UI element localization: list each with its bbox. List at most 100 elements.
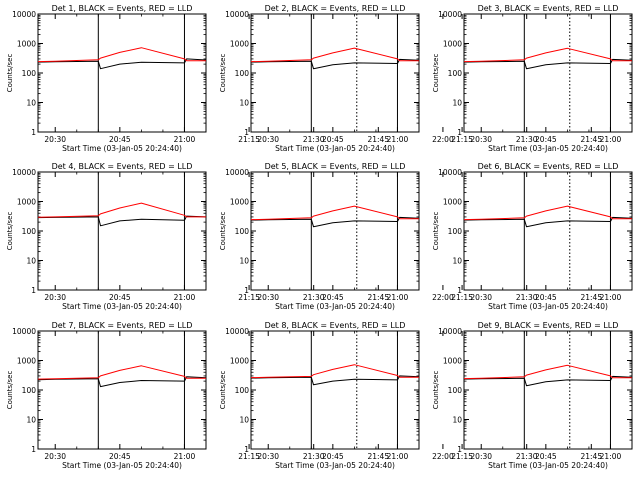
x-tick-label: 21:00 xyxy=(600,293,622,302)
events-line xyxy=(464,375,632,387)
y-tick-label: 10000 xyxy=(438,10,462,19)
x-axis-label: Start Time (03-Jan-05 20:24:40) xyxy=(275,144,395,153)
y-tick-label: 1 xyxy=(31,286,36,295)
y-tick-label: 100 xyxy=(235,69,250,78)
x-tick-label: 21:15 xyxy=(238,135,260,144)
y-tick-label: 1 xyxy=(31,128,36,137)
y-axis-label: Counts/sec xyxy=(432,371,440,410)
panel-title: Det 9, BLACK = Events, RED = LLD xyxy=(478,321,619,330)
x-tick-label: 21:15 xyxy=(451,293,473,302)
events-line xyxy=(38,376,206,388)
y-axis-label: Counts/sec xyxy=(432,212,440,251)
x-tick-label: 21:30 xyxy=(516,293,538,302)
x-tick-label: 21:45 xyxy=(367,135,389,144)
y-tick-label: 1000 xyxy=(443,357,462,366)
y-tick-label: 100 xyxy=(235,227,250,236)
y-axis-label: Counts/sec xyxy=(219,54,227,93)
x-tick-label: 20:30 xyxy=(44,135,66,144)
y-tick-label: 100 xyxy=(448,69,463,78)
x-axis-label: Start Time (03-Jan-05 20:24:40) xyxy=(275,302,395,311)
detector-panel-4: Det 4, BLACK = Events, RED = LLD 1 10 100 10… xyxy=(6,162,454,311)
y-tick-label: 100 xyxy=(22,69,37,78)
y-axis-label: Counts/sec xyxy=(6,371,14,410)
events-line xyxy=(251,375,419,386)
x-axis-label: Start Time (03-Jan-05 20:24:40) xyxy=(275,461,395,470)
y-tick-label: 1000 xyxy=(443,198,462,207)
lld-line xyxy=(251,205,419,221)
plot-frame xyxy=(37,171,207,291)
x-tick-label: 20:30 xyxy=(257,293,279,302)
y-tick-label: 10000 xyxy=(12,10,36,19)
detector-panel-2: Det 2, BLACK = Events, RED = LLD 1 10 100 10… xyxy=(219,4,602,153)
plot-frame xyxy=(250,13,420,133)
y-tick-label: 1 xyxy=(244,286,249,295)
x-tick-label: 20:30 xyxy=(470,135,492,144)
y-tick-label: 10000 xyxy=(12,327,36,336)
y-tick-label: 10 xyxy=(26,99,36,108)
x-tick-label: 21:00 xyxy=(174,452,196,461)
y-axis-label: Counts/sec xyxy=(432,54,440,93)
x-axis-label: Start Time (03-Jan-05 20:24:40) xyxy=(488,144,608,153)
panel-title: Det 1, BLACK = Events, RED = LLD xyxy=(52,4,193,13)
y-axis-label: Counts/sec xyxy=(219,371,227,410)
x-tick-label: 21:00 xyxy=(600,452,622,461)
x-tick-label: 20:30 xyxy=(470,452,492,461)
y-tick-label: 10000 xyxy=(225,10,249,19)
x-tick-label: 21:30 xyxy=(516,135,538,144)
x-tick-label: 21:15 xyxy=(451,135,473,144)
x-tick-label: 21:15 xyxy=(238,452,260,461)
events-line xyxy=(464,216,632,228)
x-tick-label: 20:45 xyxy=(535,135,557,144)
x-tick-label: 21:00 xyxy=(387,452,409,461)
y-tick-label: 1 xyxy=(457,286,462,295)
x-tick-label: 20:45 xyxy=(535,452,557,461)
detector-panel-1: Det 1, BLACK = Events, RED = LLD 1 10 100 10… xyxy=(6,4,454,153)
lld-line xyxy=(38,47,206,63)
x-tick-label: 22:00 xyxy=(432,135,454,144)
x-tick-label: 22:00 xyxy=(432,293,454,302)
x-tick-label: 20:45 xyxy=(322,293,344,302)
lld-line xyxy=(38,365,206,380)
lld-line xyxy=(38,202,206,218)
x-tick-label: 21:30 xyxy=(303,452,325,461)
x-tick-label: 21:45 xyxy=(580,452,602,461)
detector-panel-6: Det 6, BLACK = Events, RED = LLD 1 10 100 10… xyxy=(432,162,633,311)
y-tick-label: 1 xyxy=(31,445,36,454)
y-tick-label: 100 xyxy=(448,227,463,236)
y-axis-label: Counts/sec xyxy=(6,54,14,93)
x-axis-label: Start Time (03-Jan-05 20:24:40) xyxy=(488,461,608,470)
y-tick-label: 10 xyxy=(26,416,36,425)
x-tick-label: 21:15 xyxy=(238,293,260,302)
events-line xyxy=(251,58,419,70)
x-tick-label: 21:45 xyxy=(580,293,602,302)
y-tick-label: 1000 xyxy=(443,40,462,49)
x-tick-label: 20:45 xyxy=(109,293,131,302)
x-tick-label: 21:45 xyxy=(367,293,389,302)
panel-title: Det 5, BLACK = Events, RED = LLD xyxy=(265,162,406,171)
x-tick-label: 20:30 xyxy=(470,293,492,302)
events-line xyxy=(251,216,419,228)
x-tick-label: 21:00 xyxy=(387,135,409,144)
x-tick-label: 20:30 xyxy=(44,293,66,302)
x-tick-label: 21:00 xyxy=(174,293,196,302)
x-tick-label: 20:30 xyxy=(257,452,279,461)
plot-frame xyxy=(463,13,633,133)
lld-line xyxy=(464,364,632,380)
plot-frame xyxy=(250,330,420,450)
y-tick-label: 1000 xyxy=(230,357,249,366)
x-tick-label: 21:00 xyxy=(387,293,409,302)
y-tick-label: 100 xyxy=(448,386,463,395)
y-tick-label: 1 xyxy=(244,128,249,137)
x-tick-label: 21:00 xyxy=(600,135,622,144)
detector-panel-7: Det 7, BLACK = Events, RED = LLD 1 10 100 10… xyxy=(6,321,454,470)
y-tick-label: 10000 xyxy=(12,168,36,177)
x-tick-label: 21:45 xyxy=(367,452,389,461)
y-tick-label: 10000 xyxy=(438,327,462,336)
plot-frame xyxy=(250,171,420,291)
y-tick-label: 10 xyxy=(239,416,249,425)
y-tick-label: 10000 xyxy=(438,168,462,177)
x-tick-label: 22:00 xyxy=(432,452,454,461)
y-tick-label: 10 xyxy=(26,257,36,266)
panel-title: Det 2, BLACK = Events, RED = LLD xyxy=(265,4,406,13)
y-axis-label: Counts/sec xyxy=(6,212,14,251)
